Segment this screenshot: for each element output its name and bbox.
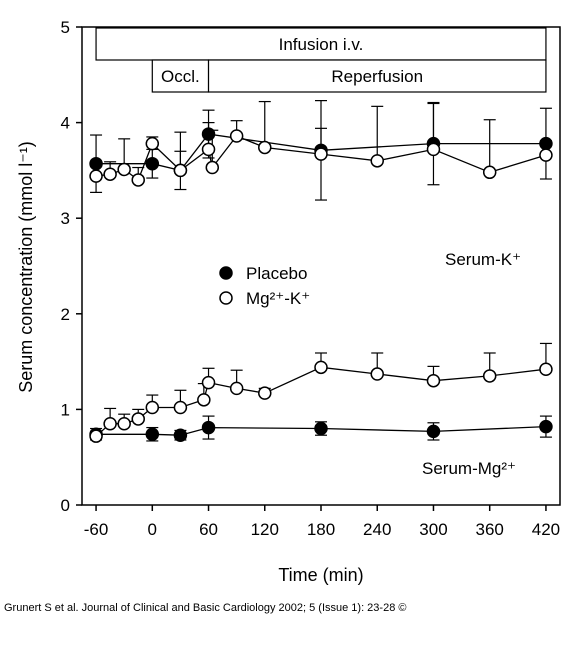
- data-point: [103, 416, 117, 431]
- data-point: [103, 167, 117, 181]
- data-point: [201, 375, 216, 390]
- occlusion-bar: [151, 59, 210, 93]
- data-point: [145, 156, 160, 171]
- data-point: [131, 412, 145, 426]
- data-point: [145, 400, 160, 415]
- series-magnesium-placebo: [89, 415, 553, 442]
- data-point: [314, 147, 328, 161]
- citation-credit: Grunert S et al. Journal of Clinical and…: [4, 602, 407, 614]
- data-point: [539, 419, 553, 434]
- data-point: [145, 427, 160, 442]
- data-point: [426, 142, 441, 157]
- data-point: [370, 367, 384, 381]
- data-point: [539, 148, 553, 162]
- data-point: [258, 140, 272, 155]
- panel-label-potassium: Serum-K⁺: [445, 250, 521, 269]
- series-magnesium-mg-k: [89, 342, 553, 443]
- y-tick-label: 4: [61, 114, 70, 133]
- x-tick-label: -60: [84, 520, 109, 539]
- phase-bars: Infusion i.v. Occl. Reperfusion: [95, 27, 547, 93]
- legend-label-placebo: Placebo: [246, 264, 307, 283]
- x-tick-label: 180: [307, 520, 335, 539]
- legend-marker-placebo: [219, 266, 233, 280]
- x-axis-title: Time (min): [278, 565, 363, 585]
- legend-label-mg-k: Mg²⁺-K⁺: [246, 289, 310, 308]
- data-point: [197, 393, 211, 407]
- serum-concentration-chart: -60 0 60 120 180 240 300 360 420 0 1 2 3 4 5 Infusion …: [16, 18, 561, 585]
- data-point: [482, 165, 497, 180]
- y-axis-title: Serum concentration (mmol l⁻¹): [16, 141, 36, 393]
- data-point: [131, 173, 145, 187]
- data-point: [145, 136, 160, 151]
- y-tick-label: 0: [61, 496, 70, 515]
- data-point: [229, 129, 244, 143]
- data-point: [314, 360, 328, 375]
- x-tick-label: 360: [476, 520, 504, 539]
- data-point: [258, 386, 272, 400]
- x-tick-label: 300: [419, 520, 447, 539]
- y-tick-label: 2: [61, 305, 70, 324]
- data-point: [173, 163, 188, 178]
- data-point: [201, 142, 216, 157]
- infusion-label: Infusion i.v.: [279, 35, 364, 54]
- y-tick-label: 5: [61, 18, 70, 37]
- data-point: [426, 424, 441, 439]
- x-tick-label: 420: [532, 520, 560, 539]
- x-tick-label: 240: [363, 520, 391, 539]
- infusion-bar: [95, 27, 547, 61]
- axes: -60 0 60 120 180 240 300 360 420 0 1 2 3 4 5: [61, 18, 561, 539]
- data-point: [205, 160, 220, 175]
- occlusion-label: Occl.: [161, 67, 200, 86]
- series-layer: [89, 100, 553, 443]
- data-point: [539, 362, 553, 376]
- x-tick-label: 0: [148, 520, 157, 539]
- x-tick-label: 60: [199, 520, 218, 539]
- x-tick-label: 120: [251, 520, 279, 539]
- legend: Placebo Mg²⁺-K⁺: [219, 264, 310, 308]
- y-tick-label: 1: [61, 400, 70, 419]
- reperfusion-bar: [207, 59, 547, 93]
- data-point: [173, 428, 188, 442]
- data-point: [426, 373, 441, 388]
- y-tick-label: 3: [61, 209, 70, 228]
- data-point: [117, 416, 131, 431]
- reperfusion-label: Reperfusion: [331, 67, 423, 86]
- legend-marker-mg-k: [219, 291, 233, 305]
- data-point: [89, 429, 103, 443]
- data-point: [201, 420, 216, 435]
- panel-label-magnesium: Serum-Mg²⁺: [422, 459, 516, 478]
- series-potassium-mg-k: [89, 100, 553, 187]
- data-point: [117, 162, 131, 177]
- data-point: [370, 154, 384, 168]
- data-point: [482, 369, 497, 383]
- data-point: [173, 400, 188, 415]
- data-point: [314, 421, 328, 436]
- data-point: [229, 381, 244, 396]
- data-point: [89, 169, 103, 183]
